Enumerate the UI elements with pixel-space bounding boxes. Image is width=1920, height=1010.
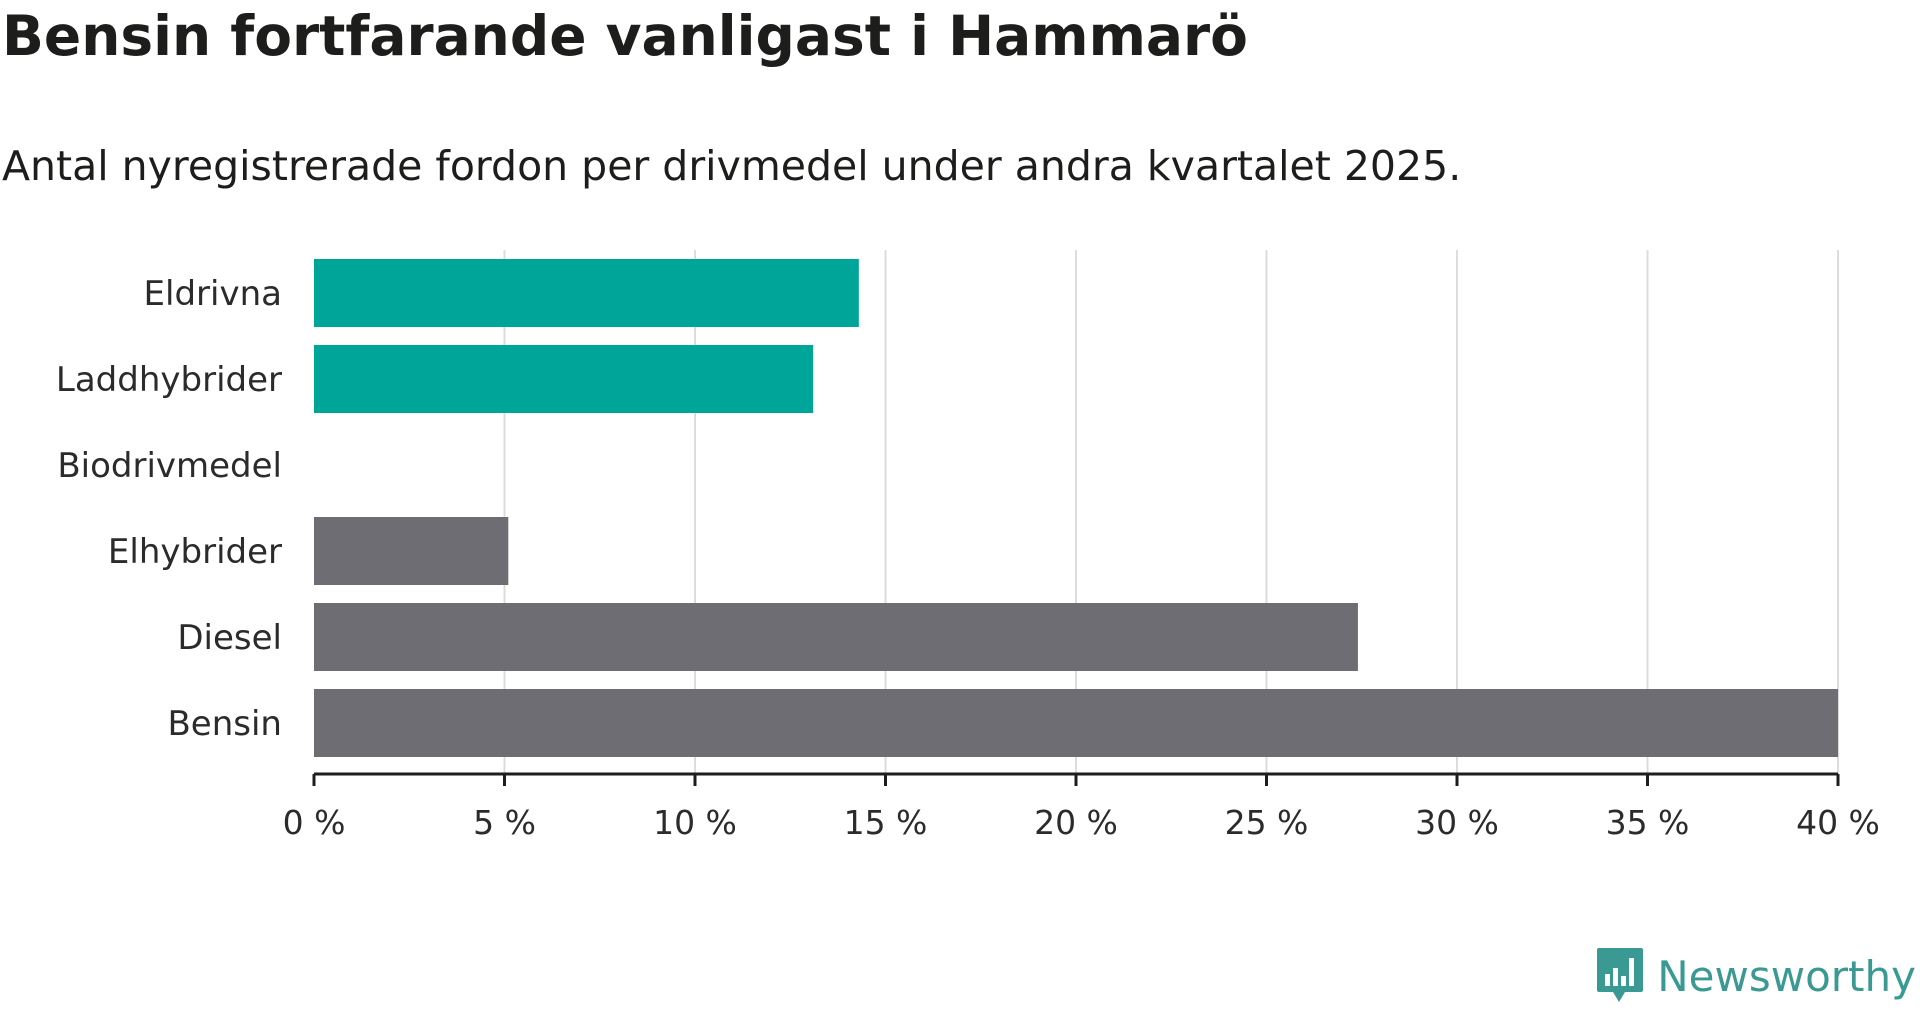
x-tick-label: 20 % (1034, 803, 1118, 842)
category-label: Diesel (177, 618, 282, 658)
brand-name: Newsworthy (1657, 951, 1916, 1001)
chart-subtitle: Antal nyregistrerade fordon per drivmede… (2, 142, 1462, 190)
x-tick-label: 30 % (1415, 803, 1499, 842)
x-tick-label: 0 % (283, 803, 346, 842)
x-tick-label: 40 % (1796, 803, 1880, 842)
category-label: Bensin (167, 704, 282, 744)
bar (314, 603, 1358, 671)
x-tick-label: 10 % (653, 803, 737, 842)
bar (314, 517, 509, 585)
category-label: Laddhybrider (56, 360, 282, 400)
x-tick-label: 35 % (1606, 803, 1690, 842)
brand-logo: Newsworthy (1595, 946, 1916, 1006)
chart-title: Bensin fortfarande vanligast i Hammarö (2, 4, 1248, 68)
category-label: Eldrivna (144, 274, 282, 314)
newsworthy-logo-icon (1597, 948, 1644, 1002)
x-tick-label: 15 % (844, 803, 928, 842)
x-tick-label: 5 % (473, 803, 536, 842)
bar (314, 689, 1838, 757)
bar (314, 345, 814, 413)
category-label: Elhybrider (108, 532, 282, 572)
x-tick-label: 25 % (1225, 803, 1309, 842)
category-label: Biodrivmedel (57, 446, 282, 486)
bar (314, 259, 859, 327)
